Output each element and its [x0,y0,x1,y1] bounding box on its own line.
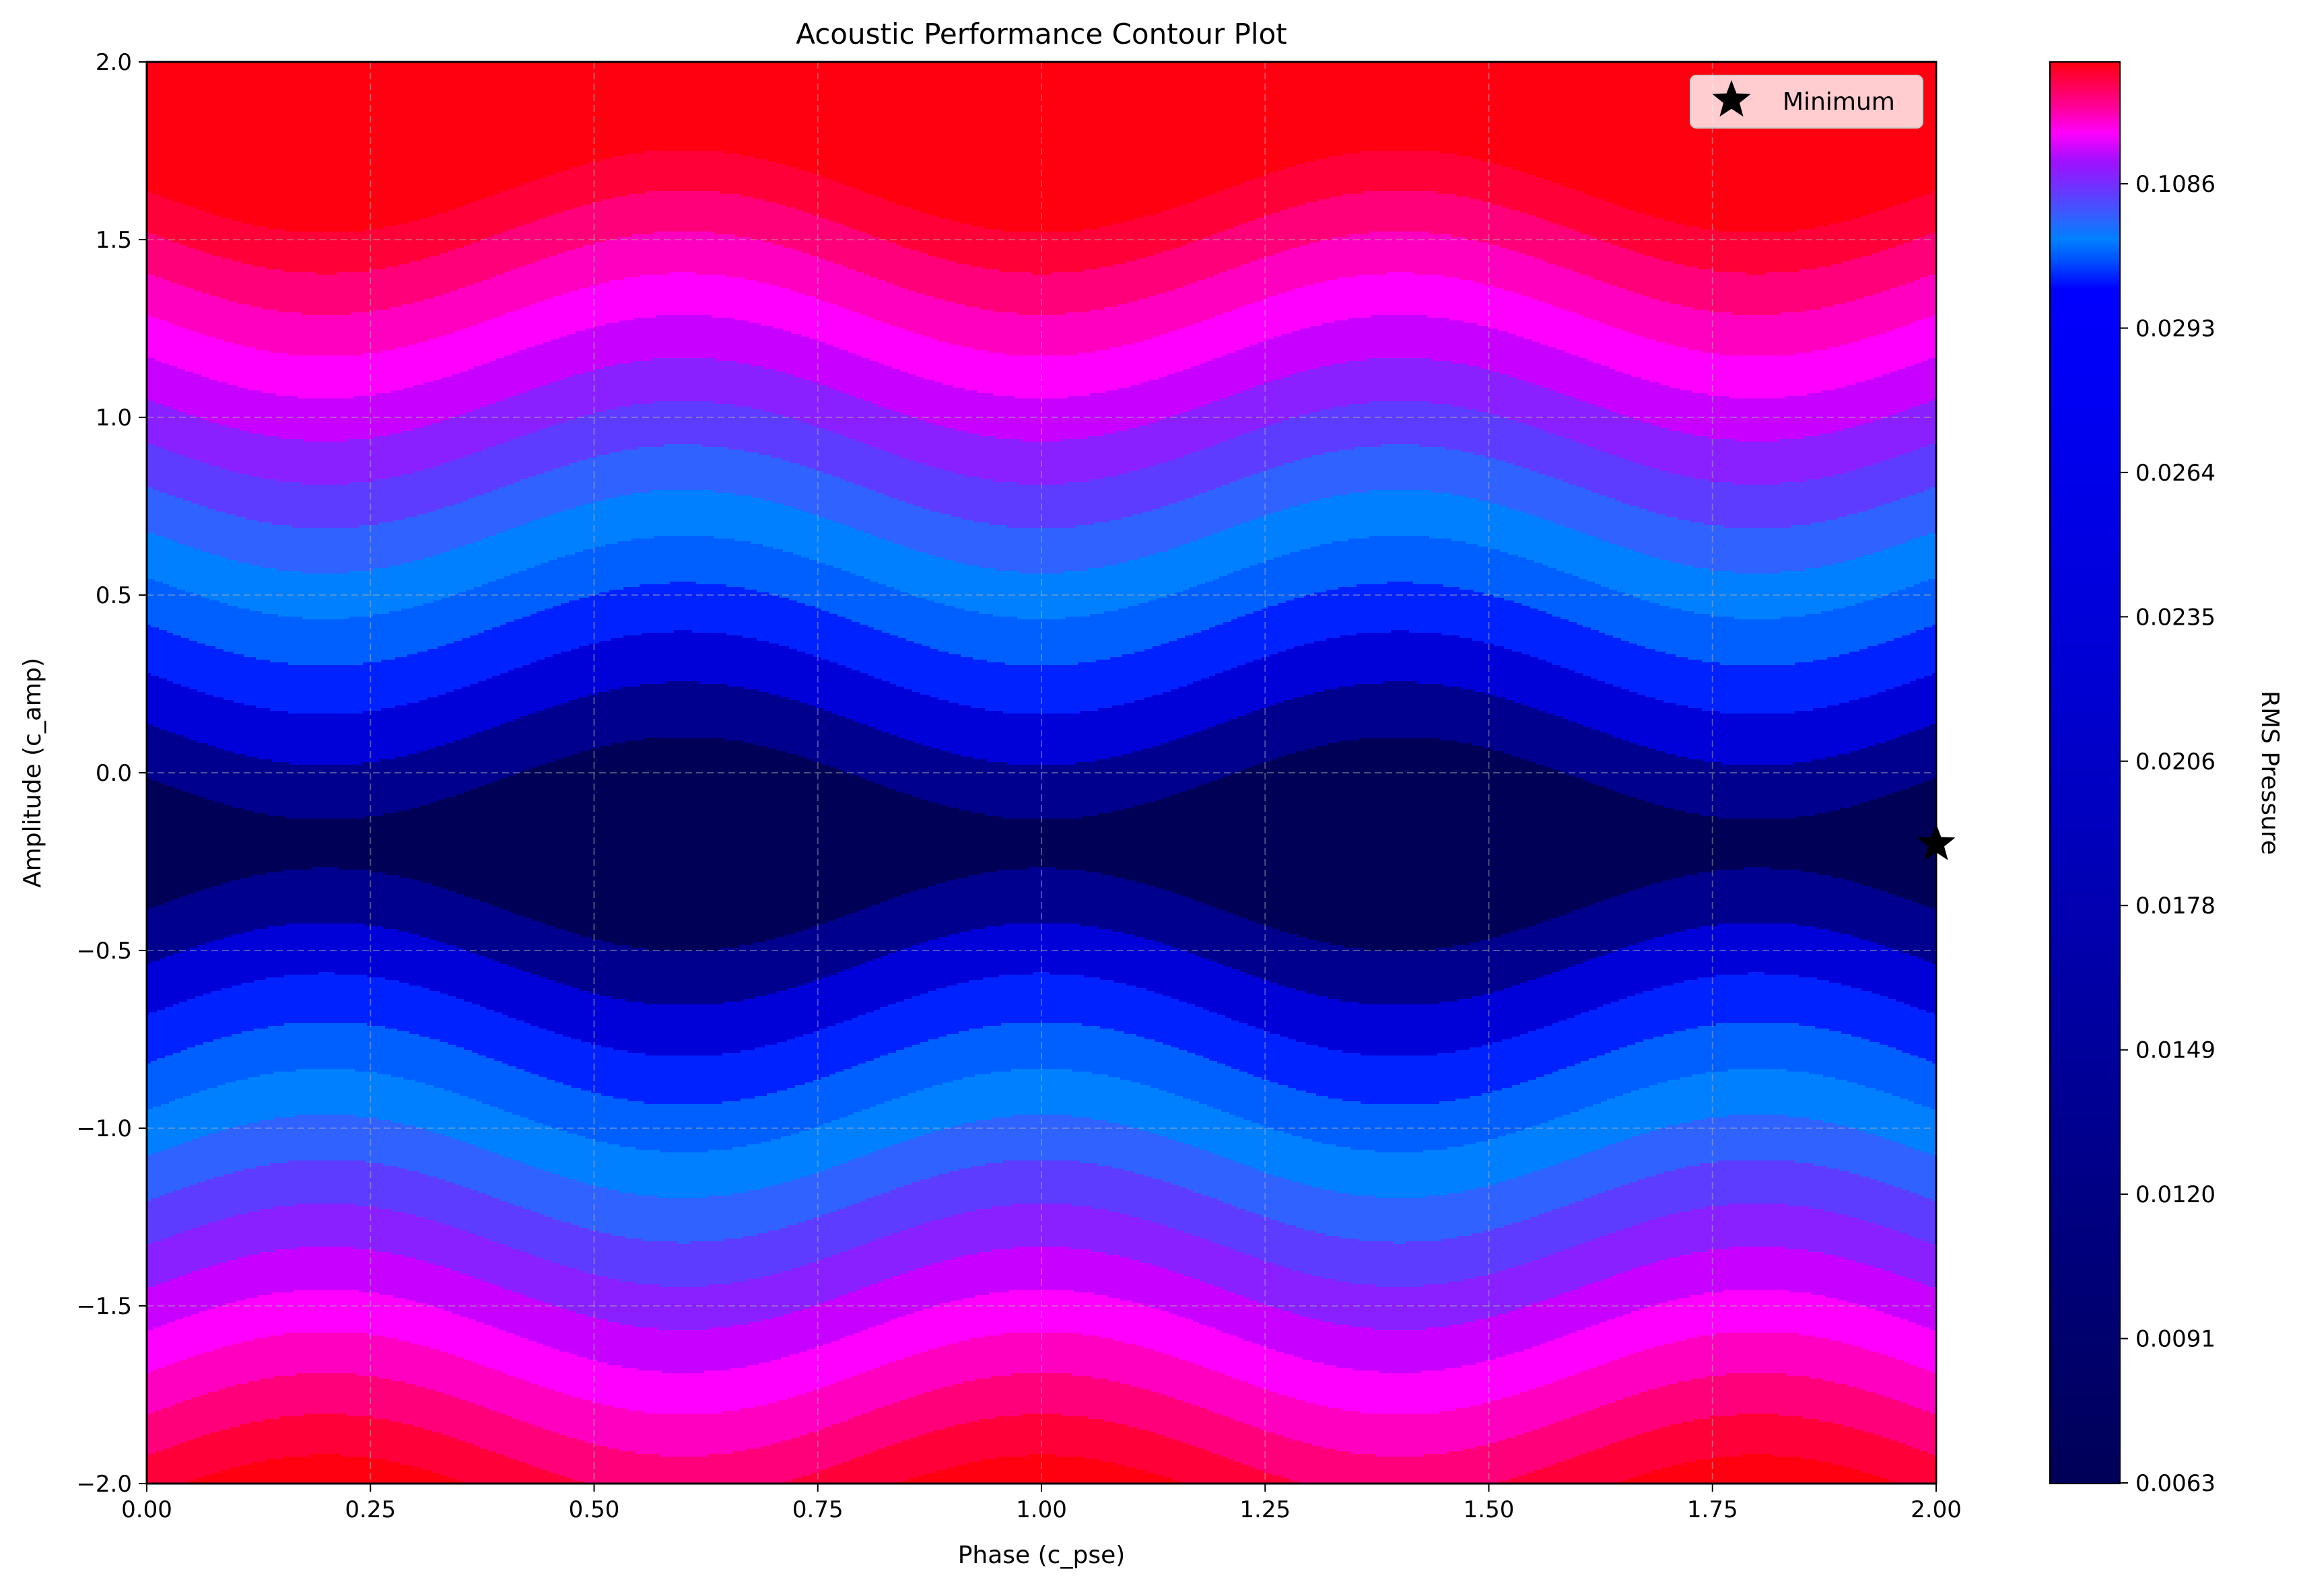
colorbar-tick-label: 0.0178 [2135,893,2216,920]
legend-box [1690,75,1923,129]
colorbar-tick-label: 0.0120 [2135,1181,2216,1208]
legend-label: Minimum [1783,88,1895,116]
y-tick-label: 1.0 [96,405,132,431]
y-tick-label: −2.0 [76,1471,132,1498]
colorbar-label: RMS Pressure [2256,691,2284,855]
colorbar-tick-label: 0.0293 [2135,315,2216,342]
colorbar-tick-label: 0.0149 [2135,1037,2216,1064]
x-axis-label: Phase (c_pse) [958,1541,1126,1569]
x-tick-label: 0.00 [121,1496,172,1523]
x-tick-label: 1.00 [1016,1496,1067,1523]
minimum-star-marker [1917,823,1956,860]
legend[interactable]: Minimum [1690,75,1923,129]
y-axis-label: Amplitude (c_amp) [19,658,46,888]
colorbar-tick-label: 0.0091 [2135,1326,2216,1353]
chart-title: Acoustic Performance Contour Plot [796,18,1287,50]
colorbar-ticks: 0.0063 0.0091 0.0120 0.0149 0.0178 0.0206 0.02… [2120,171,2216,1497]
y-tick-label: 2.0 [96,49,132,76]
x-tick-label: 0.50 [569,1496,620,1523]
star-icon [1712,80,1751,117]
minimum-star [1917,823,1956,860]
x-axis-ticks: 0.00 0.25 0.50 0.75 1.00 1.25 1.50 1.75 2.00 [121,1484,1962,1523]
x-tick-label: 0.75 [792,1496,844,1523]
y-tick-label: 1.5 [96,227,132,254]
y-tick-label: −0.5 [76,938,132,965]
colorbar-tick-label: 0.0063 [2135,1470,2216,1497]
x-tick-label: 2.00 [1911,1496,1962,1523]
y-tick-label: −1.5 [76,1293,132,1320]
y-axis-ticks: 2.0 1.5 1.0 0.5 0.0 −0.5 −1.0 −1.5 −2.0 [76,49,147,1498]
colorbar-tick-label: 0.0206 [2135,749,2216,775]
x-tick-label: 1.25 [1239,1496,1291,1523]
y-tick-label: −1.0 [76,1115,132,1142]
y-tick-label: 0.0 [96,760,132,787]
colorbar: 0.0063 0.0091 0.0120 0.0149 0.0178 0.0206 0.02… [2049,61,2284,1497]
colorbar-tick-label: 0.0264 [2135,460,2216,487]
x-tick-label: 0.25 [345,1496,396,1523]
y-tick-label: 0.5 [96,582,132,609]
colorbar-tick-label: 0.1086 [2135,171,2216,198]
colorbar-gradient [2050,62,2120,1484]
contour-field [147,62,1936,1484]
x-tick-label: 1.50 [1464,1496,1515,1523]
x-tick-label: 1.75 [1687,1496,1738,1523]
colorbar-frame [2049,61,2121,1484]
colorbar-tick-label: 0.0235 [2135,604,2216,631]
